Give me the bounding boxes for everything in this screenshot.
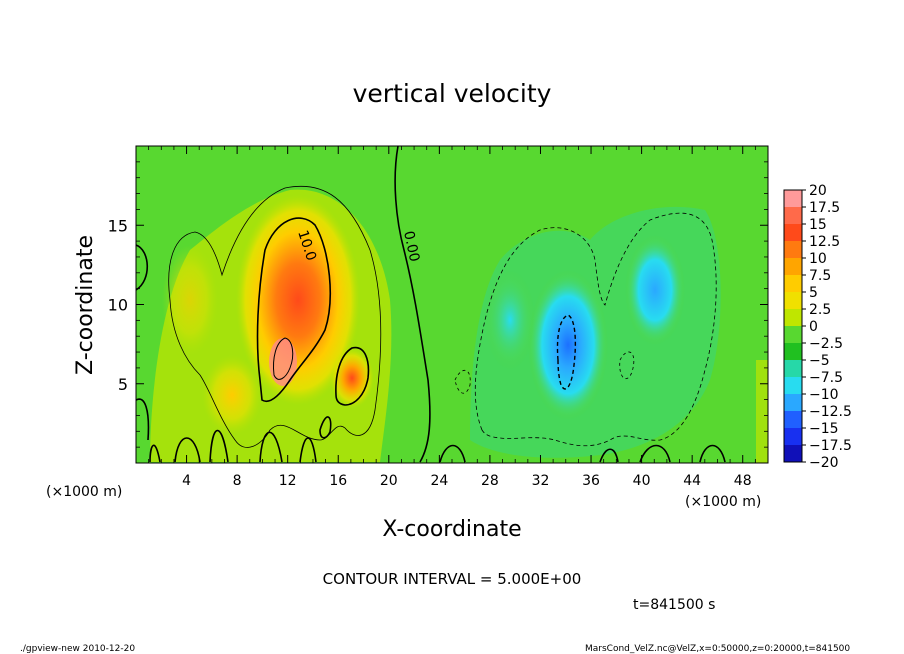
x-tick-label: 20 bbox=[380, 473, 398, 489]
colorbar-label: 17.5 bbox=[809, 200, 840, 216]
contour-interval-label: CONTOUR INTERVAL = 5.000E+00 bbox=[323, 570, 582, 588]
field-downdraft-left bbox=[485, 270, 535, 370]
field-weak-left bbox=[162, 245, 218, 355]
colorbar-swatch bbox=[784, 275, 802, 292]
x-tick-label: 36 bbox=[582, 473, 600, 489]
x-tick-label: 4 bbox=[182, 473, 191, 489]
x-tick-label: 32 bbox=[532, 473, 550, 489]
y-tick-label: 5 bbox=[118, 375, 128, 394]
colorbar-label: 15 bbox=[809, 217, 827, 233]
field-right-edge bbox=[756, 360, 768, 463]
contour-zero-bottom bbox=[149, 416, 726, 463]
colorbar-label: 10 bbox=[809, 251, 827, 267]
colorbar-swatch bbox=[784, 360, 802, 377]
colorbar-label: 12.5 bbox=[809, 234, 840, 250]
colorbar-swatch bbox=[784, 241, 802, 258]
x-tick-label: 48 bbox=[734, 473, 752, 489]
colorbar-swatch bbox=[784, 394, 802, 411]
colorbar-swatch bbox=[784, 292, 802, 309]
y-axis-unit: (×1000 m) bbox=[46, 484, 122, 500]
colorbar-label: 0 bbox=[809, 319, 818, 335]
contour-10-right bbox=[335, 346, 370, 406]
colorbar-swatch bbox=[784, 411, 802, 428]
field-updraft-left bbox=[202, 355, 262, 435]
colorbar-label: −2.5 bbox=[809, 336, 843, 352]
contour-neg-10 bbox=[556, 314, 577, 390]
colorbar-swatch bbox=[784, 428, 802, 445]
heatmap-field bbox=[136, 146, 768, 463]
y-tick-label: 10 bbox=[108, 296, 128, 315]
x-axis-unit: (×1000 m) bbox=[685, 494, 761, 510]
contour-zero bbox=[394, 146, 431, 463]
x-tick-label: 16 bbox=[329, 473, 347, 489]
colorbar: 2017.51512.5107.552.50−2.5−5−7.5−10−12.5… bbox=[783, 183, 852, 471]
colorbar-swatch bbox=[784, 207, 802, 224]
x-tick-label: 24 bbox=[430, 473, 448, 489]
colorbar-label: −12.5 bbox=[809, 404, 852, 420]
colorbar-swatch bbox=[784, 445, 802, 462]
y-axis-label: Z-coordinate bbox=[73, 235, 98, 375]
colorbar-label: −17.5 bbox=[809, 438, 852, 454]
x-tick-label: 28 bbox=[481, 473, 499, 489]
time-label: t=841500 s bbox=[633, 597, 715, 613]
colorbar-swatch bbox=[784, 343, 802, 360]
footer-left: ./gpview-new 2010-12-20 bbox=[20, 644, 135, 654]
x-tick-label: 8 bbox=[233, 473, 242, 489]
contour-15 bbox=[273, 337, 294, 380]
contour-10 bbox=[256, 217, 331, 402]
colorbar-label: 5 bbox=[809, 285, 818, 301]
colorbar-label: 20 bbox=[809, 183, 827, 199]
x-axis-ticks: 4 8 12 16 20 24 28 32 36 40 44 48 bbox=[148, 146, 756, 489]
colorbar-swatch bbox=[784, 224, 802, 241]
colorbar-swatch bbox=[784, 377, 802, 394]
contour-neg-small bbox=[454, 351, 635, 394]
x-tick-label: 44 bbox=[683, 473, 701, 489]
colorbar-label: 7.5 bbox=[809, 268, 831, 284]
footer-right: MarsCond_VelZ.nc@VelZ,x=0:50000,z=0:2000… bbox=[585, 644, 850, 654]
colorbar-swatch bbox=[784, 258, 802, 275]
chart-title: vertical velocity bbox=[353, 79, 552, 108]
colorbar-swatch bbox=[784, 190, 802, 207]
y-tick-label: 15 bbox=[108, 216, 128, 235]
contour-5-left bbox=[168, 185, 382, 448]
colorbar-swatch bbox=[784, 326, 802, 343]
colorbar-label: 2.5 bbox=[809, 302, 831, 318]
x-axis-label: X-coordinate bbox=[382, 517, 521, 542]
colorbar-label: −10 bbox=[809, 387, 839, 403]
colorbar-swatch bbox=[784, 309, 802, 326]
field-updraft-main bbox=[236, 195, 360, 405]
y-axis-ticks: 5 10 15 bbox=[108, 161, 768, 448]
field-downdraft-right bbox=[625, 235, 685, 345]
x-tick-label: 12 bbox=[279, 473, 297, 489]
colorbar-label: −7.5 bbox=[809, 370, 843, 386]
colorbar-label: −15 bbox=[809, 421, 839, 437]
field-downdraft-main bbox=[528, 270, 608, 420]
colorbar-label: −20 bbox=[809, 455, 839, 471]
x-tick-label: 40 bbox=[633, 473, 651, 489]
colorbar-label: −5 bbox=[809, 353, 830, 369]
contour-label-0: 0.00 bbox=[400, 230, 422, 264]
